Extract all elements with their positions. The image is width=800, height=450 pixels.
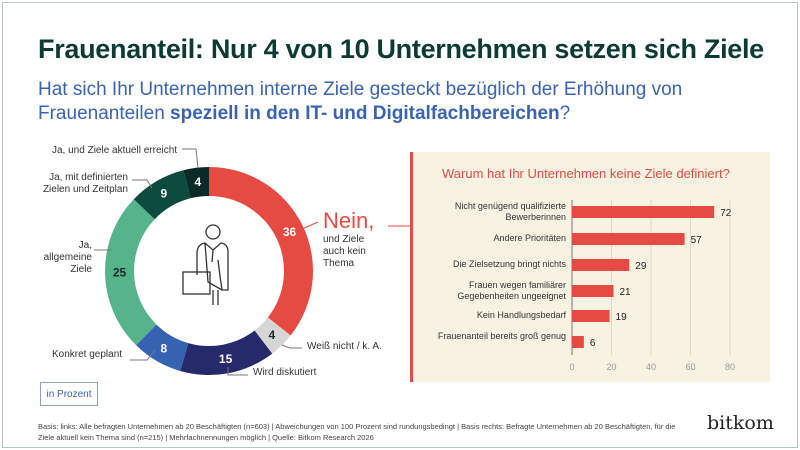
bar-value-label: 29 xyxy=(635,261,647,272)
subtitle-bold: speziell in den IT- und Digitalfachberei… xyxy=(170,103,560,124)
donut-value-definiert: 9 xyxy=(161,187,168,201)
bar-value-label: 72 xyxy=(720,208,732,219)
leader-line xyxy=(182,148,199,169)
bar-category-label: Nicht genügend qualifizierte Bewerberinn… xyxy=(454,201,566,222)
page-title: Frauenanteil: Nur 4 von 10 Unternehmen s… xyxy=(38,34,764,64)
bar-value-label: 57 xyxy=(691,235,703,246)
subtitle: Hat sich Ihr Unternehmen interne Ziele g… xyxy=(38,78,738,126)
bar-chart-title: Warum hat Ihr Unternehmen keine Ziele de… xyxy=(442,166,730,181)
footnote: Basis: links: Alle befragten Unternehmen… xyxy=(38,422,676,442)
donut-label-definiert: Ja, mit definierten Zielen und Zeitplan xyxy=(42,172,128,195)
bar xyxy=(572,259,630,271)
donut-value-nein: 36 xyxy=(283,225,297,239)
unit-label: in Prozent xyxy=(40,382,98,406)
bar-category-label: Frauen wegen familiärer Gegebenheiten un… xyxy=(457,280,566,301)
donut-segment-konkret xyxy=(136,324,189,371)
subtitle-end: ? xyxy=(559,103,571,124)
donut-label-erreicht: Ja, und Ziele aktuell erreicht xyxy=(52,145,178,156)
donut-segment-diskutiert xyxy=(180,330,273,376)
leader-line xyxy=(227,367,248,376)
bar xyxy=(572,336,584,348)
leader-line xyxy=(132,179,153,189)
donut-sublabel-nein: und Ziele auch kein Thema xyxy=(323,234,366,269)
x-tick-label: 40 xyxy=(646,362,656,372)
bar-value-label: 21 xyxy=(619,287,631,298)
bar xyxy=(572,285,614,297)
x-tick-label: 60 xyxy=(685,362,695,372)
x-tick-label: 0 xyxy=(569,362,574,372)
donut-value-allgemein: 25 xyxy=(113,265,127,279)
subtitle-text: Hat sich Ihr Unternehmen interne Ziele g… xyxy=(38,79,683,124)
bar xyxy=(572,233,685,245)
bar-value-label: 19 xyxy=(616,312,628,323)
donut-segment-allgemein xyxy=(104,199,157,346)
bar xyxy=(572,310,610,322)
donut-value-konkret: 8 xyxy=(161,341,168,355)
donut-label-konkret: Konkret geplant xyxy=(52,349,123,360)
bar-category-label: Frauenanteil bereits groß genug xyxy=(437,331,566,341)
donut-value-weiss-nicht: 4 xyxy=(268,328,275,342)
donut-label-diskutiert: Wird diskutiert xyxy=(253,367,317,378)
bar-value-label: 6 xyxy=(590,338,596,349)
donut-segment-erreicht xyxy=(183,167,209,199)
donut-segment-weiss-nicht xyxy=(254,317,291,354)
donut-label-allgemein: Ja, allgemeine Ziele xyxy=(43,240,92,275)
donut-value-diskutiert: 15 xyxy=(219,352,233,366)
donut-label-weiss-nicht: Weiß nicht / k. A. xyxy=(307,341,382,352)
donut-label-nein: Nein, xyxy=(323,208,375,233)
donut-segment-nein xyxy=(209,167,313,336)
x-tick-label: 20 xyxy=(606,362,616,372)
leader-line xyxy=(130,349,156,361)
leader-line xyxy=(281,344,302,349)
bar-category-label: Die Zielsetzung bringt nichts xyxy=(452,259,566,269)
donut-value-erreicht: 4 xyxy=(195,175,202,189)
leader-line xyxy=(294,221,319,233)
donut-segment-definiert xyxy=(133,170,191,220)
bitkom-logo: bitkom xyxy=(707,412,774,434)
x-tick-label: 80 xyxy=(725,362,735,372)
businesswoman-icon xyxy=(182,224,229,305)
bar-category-label: Andere Prioritäten xyxy=(493,233,566,243)
bar xyxy=(572,206,715,218)
bar-category-label: Kein Handlungsbedarf xyxy=(476,310,566,320)
